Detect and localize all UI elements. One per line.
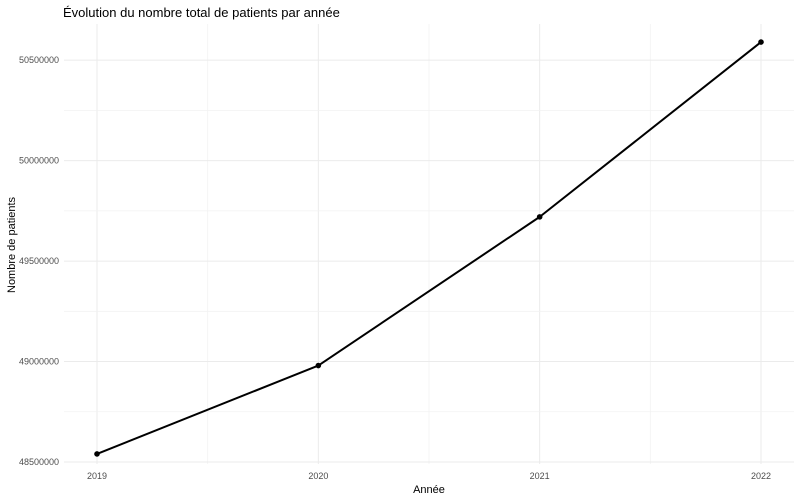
data-point-2021 <box>536 214 543 220</box>
grid-layer <box>64 24 794 464</box>
series-layer <box>94 39 764 457</box>
x-axis-ticks: 2019 2020 2021 2022 <box>87 471 771 481</box>
y-axis-ticks: 48500000 49000000 49500000 50000000 50500000 <box>19 55 59 467</box>
y-tick-label: 49500000 <box>19 256 59 266</box>
data-point-2020 <box>315 362 322 369</box>
series-line <box>96 41 762 455</box>
data-point-2022 <box>758 39 764 45</box>
data-point-2019 <box>94 451 100 457</box>
y-tick-label: 50000000 <box>19 156 59 166</box>
x-tick-label: 2019 <box>87 471 107 481</box>
chart-title: Évolution du nombre total de patients pa… <box>63 5 340 20</box>
y-axis-title: Nombre de patients <box>6 197 18 293</box>
y-tick-label: 49000000 <box>19 357 59 367</box>
x-tick-label: 2020 <box>308 471 328 481</box>
x-tick-label: 2021 <box>530 471 550 481</box>
y-tick-label: 48500000 <box>19 457 59 467</box>
x-axis-title: Année <box>413 484 445 496</box>
y-tick-label: 50500000 <box>19 55 59 65</box>
x-tick-label: 2022 <box>751 471 771 481</box>
